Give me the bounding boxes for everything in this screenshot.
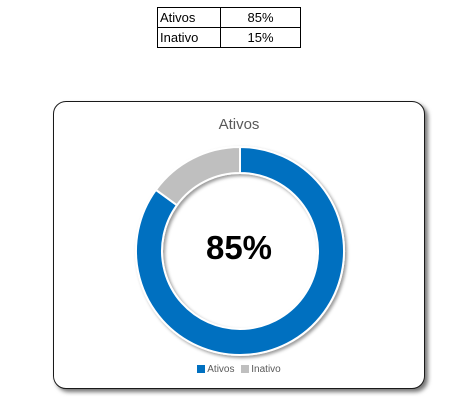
table-row: Inativo 15% bbox=[157, 27, 301, 48]
donut-slice-ativos[interactable] bbox=[135, 145, 345, 356]
legend-entry-ativos[interactable]: Ativos bbox=[197, 364, 234, 375]
chart-area[interactable]: Ativos 85% Ativos Inativo bbox=[53, 101, 425, 389]
donut-slice-inativo[interactable] bbox=[154, 145, 241, 207]
legend-label-inativo: Inativo bbox=[251, 364, 281, 375]
center-percentage-label: 85% bbox=[205, 229, 273, 266]
table-row: Ativos 85% bbox=[157, 7, 301, 28]
donut-chart[interactable] bbox=[54, 102, 424, 388]
legend-swatch-ativos bbox=[197, 365, 206, 373]
chart-title[interactable]: Ativos bbox=[218, 116, 260, 133]
legend-label-ativos: Ativos bbox=[207, 364, 235, 375]
table-cell-value[interactable]: 85% bbox=[220, 7, 301, 28]
legend-swatch-inativo bbox=[241, 365, 250, 373]
table-cell-label[interactable]: Ativos bbox=[157, 7, 221, 28]
chart-legend[interactable]: Ativos Inativo bbox=[54, 364, 424, 375]
table-cell-label[interactable]: Inativo bbox=[157, 27, 221, 48]
legend-entry-inativo[interactable]: Inativo bbox=[241, 364, 281, 375]
donut-ring bbox=[135, 145, 345, 356]
table-cell-value[interactable]: 15% bbox=[220, 27, 301, 48]
source-data-table: Ativos 85% Inativo 15% bbox=[157, 7, 301, 48]
